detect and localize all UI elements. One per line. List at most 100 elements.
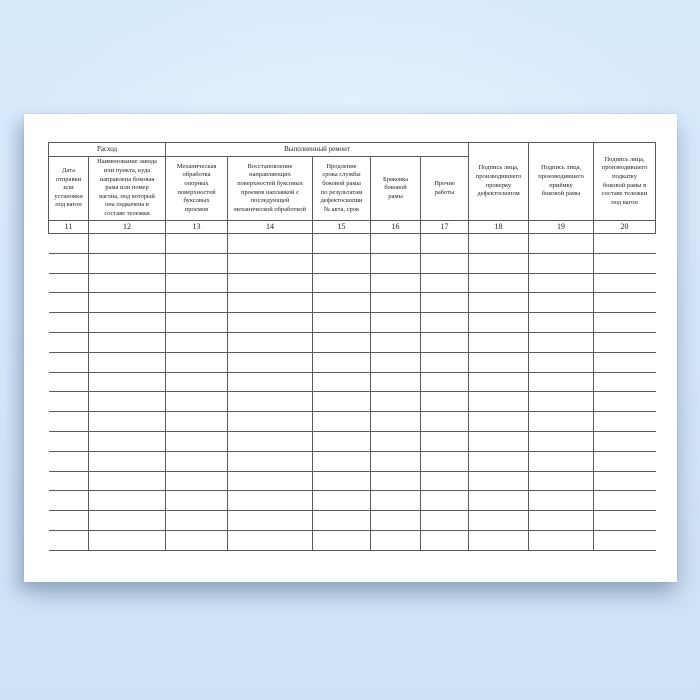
- empty-cell: [420, 292, 469, 314]
- empty-cell: [48, 471, 89, 492]
- empty-cell: [420, 312, 469, 333]
- empty-cell: [420, 273, 469, 294]
- empty-cell: [593, 391, 656, 413]
- empty-cell: [312, 391, 371, 413]
- empty-cell: [528, 352, 594, 373]
- table-row: [48, 233, 656, 254]
- empty-cell: [528, 332, 594, 353]
- empty-cell: [370, 253, 421, 274]
- empty-cell: [528, 312, 594, 333]
- table-row: [48, 490, 656, 512]
- empty-cell: [48, 510, 89, 531]
- empty-cell: [370, 292, 421, 314]
- empty-cell: [468, 372, 529, 393]
- empty-cell: [165, 312, 228, 333]
- empty-cell: [593, 312, 656, 333]
- empty-cell: [528, 253, 594, 274]
- empty-cell: [370, 233, 421, 254]
- empty-cell: [165, 352, 228, 373]
- column-header-12: Наименование завода или пункта, куда нап…: [87, 156, 167, 221]
- empty-cell: [312, 312, 371, 333]
- empty-cell: [468, 431, 529, 452]
- empty-cell: [48, 391, 89, 413]
- empty-cell: [48, 332, 89, 353]
- empty-cell: [528, 471, 594, 492]
- empty-cell: [165, 233, 228, 254]
- empty-cell: [227, 273, 313, 294]
- column-header-17: Прочие работы: [420, 156, 470, 221]
- column-header-row: Дата отправки или установки под вагон На…: [48, 156, 656, 221]
- empty-cell: [87, 273, 166, 294]
- empty-cell: [593, 530, 656, 551]
- empty-cell: [593, 411, 656, 432]
- column-number-17: 17: [420, 220, 470, 234]
- empty-cell: [468, 253, 529, 274]
- empty-cell: [48, 273, 89, 294]
- column-number-12: 12: [87, 220, 167, 234]
- empty-cell: [420, 352, 469, 373]
- empty-cell: [528, 233, 594, 254]
- empty-cell: [593, 451, 656, 472]
- table-row: [48, 451, 656, 472]
- column-number-row: 11 12 13 14 15 16 17 18 19 20: [48, 220, 657, 234]
- empty-cell: [87, 372, 166, 393]
- empty-cell: [48, 490, 89, 512]
- column-header-15: Продление срока службы боковой рамы по р…: [312, 156, 372, 221]
- empty-cell: [370, 372, 421, 393]
- empty-cell: [87, 253, 166, 274]
- empty-cell: [312, 431, 371, 452]
- table-row: [48, 292, 656, 314]
- empty-cell: [528, 431, 594, 452]
- empty-cell: [420, 332, 469, 353]
- empty-cell: [87, 292, 166, 314]
- empty-cell: [528, 292, 594, 314]
- empty-cell: [528, 372, 594, 393]
- empty-cell: [370, 530, 421, 551]
- empty-cell: [312, 530, 371, 551]
- empty-cell: [227, 451, 313, 472]
- empty-cell: [312, 471, 371, 492]
- empty-cell: [87, 233, 166, 254]
- empty-cell: [87, 352, 166, 373]
- table-row: [48, 332, 656, 353]
- table-row: [48, 510, 656, 531]
- empty-cell: [87, 451, 166, 472]
- empty-cell: [227, 312, 313, 333]
- empty-cell: [227, 490, 313, 512]
- column-number-14: 14: [227, 220, 314, 234]
- empty-cell: [370, 431, 421, 452]
- empty-cell: [468, 292, 529, 314]
- empty-cell: [227, 471, 313, 492]
- table-row: [48, 431, 656, 452]
- empty-cell: [227, 253, 313, 274]
- empty-cell: [87, 332, 166, 353]
- group-header-row: Расход Выполненный ремонт Подпись лица, …: [47, 142, 657, 221]
- empty-cell: [227, 411, 313, 432]
- empty-cell: [312, 233, 371, 254]
- empty-cell: [312, 411, 371, 432]
- empty-cell: [420, 451, 469, 472]
- empty-cell: [48, 411, 89, 432]
- empty-cell: [528, 510, 594, 531]
- empty-cell: [312, 253, 371, 274]
- empty-cell: [370, 312, 421, 333]
- empty-cell: [370, 471, 421, 492]
- empty-cell: [165, 530, 228, 551]
- empty-cell: [420, 253, 469, 274]
- paper-sheet: Расход Выполненный ремонт Подпись лица, …: [24, 114, 677, 582]
- empty-cell: [87, 391, 166, 413]
- empty-cell: [593, 431, 656, 452]
- empty-cell: [48, 352, 89, 373]
- column-number-20: 20: [593, 220, 657, 234]
- empty-cell: [312, 490, 371, 512]
- table-row: [48, 391, 656, 413]
- empty-cell: [370, 411, 421, 432]
- empty-cell: [227, 431, 313, 452]
- empty-cell: [528, 490, 594, 512]
- empty-cell: [165, 391, 228, 413]
- column-number-16: 16: [370, 220, 422, 234]
- empty-cell: [420, 431, 469, 452]
- empty-cell: [468, 233, 529, 254]
- empty-cell: [48, 312, 89, 333]
- column-header-13: Механическая обработка опорных поверхнос…: [165, 156, 229, 221]
